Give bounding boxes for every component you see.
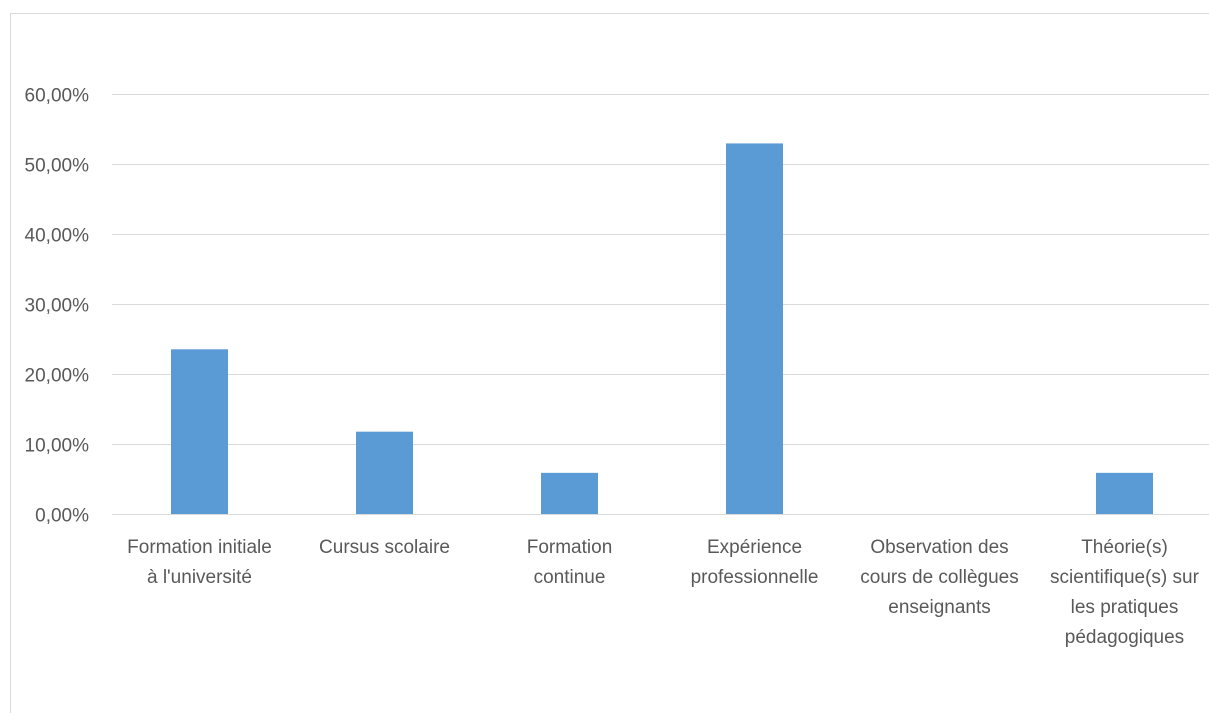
y-tick-label: 10,00% — [25, 436, 90, 457]
x-category-label: Expérience professionnelle — [691, 537, 819, 588]
y-tick-label: 0,00% — [35, 506, 89, 527]
bar — [356, 431, 413, 514]
gridlines — [112, 94, 1209, 515]
bar — [171, 349, 228, 514]
y-tick-label: 40,00% — [25, 226, 90, 247]
bar — [541, 472, 598, 514]
bars — [171, 143, 1153, 515]
y-tick-label: 60,00% — [25, 86, 90, 107]
chart-frame — [10, 13, 1209, 713]
x-category-label: Cursus scolaire — [319, 537, 450, 558]
bar — [726, 143, 783, 515]
x-axis-categories: Formation initiale à l'université Cursus s… — [127, 537, 1199, 648]
y-tick-label: 30,00% — [25, 296, 90, 317]
x-category-label: Formation initiale à l'université — [127, 537, 272, 588]
y-tick-label: 50,00% — [25, 156, 90, 177]
x-category-label: Théorie(s) scientifique(s) sur les pratiqu… — [1050, 537, 1200, 648]
y-tick-label: 20,00% — [25, 366, 90, 387]
bar — [1096, 472, 1153, 514]
y-axis-ticks: 0,00% 10,00% 20,00% 30,00% 40,00% 50,00% 60,00… — [25, 86, 90, 527]
x-category-label: Observation des cours de collègues enseign… — [860, 537, 1018, 618]
x-category-label: Formation continue — [527, 537, 613, 588]
bar-chart: 0,00% 10,00% 20,00% 30,00% 40,00% 50,00% 60,00… — [25, 86, 1209, 648]
